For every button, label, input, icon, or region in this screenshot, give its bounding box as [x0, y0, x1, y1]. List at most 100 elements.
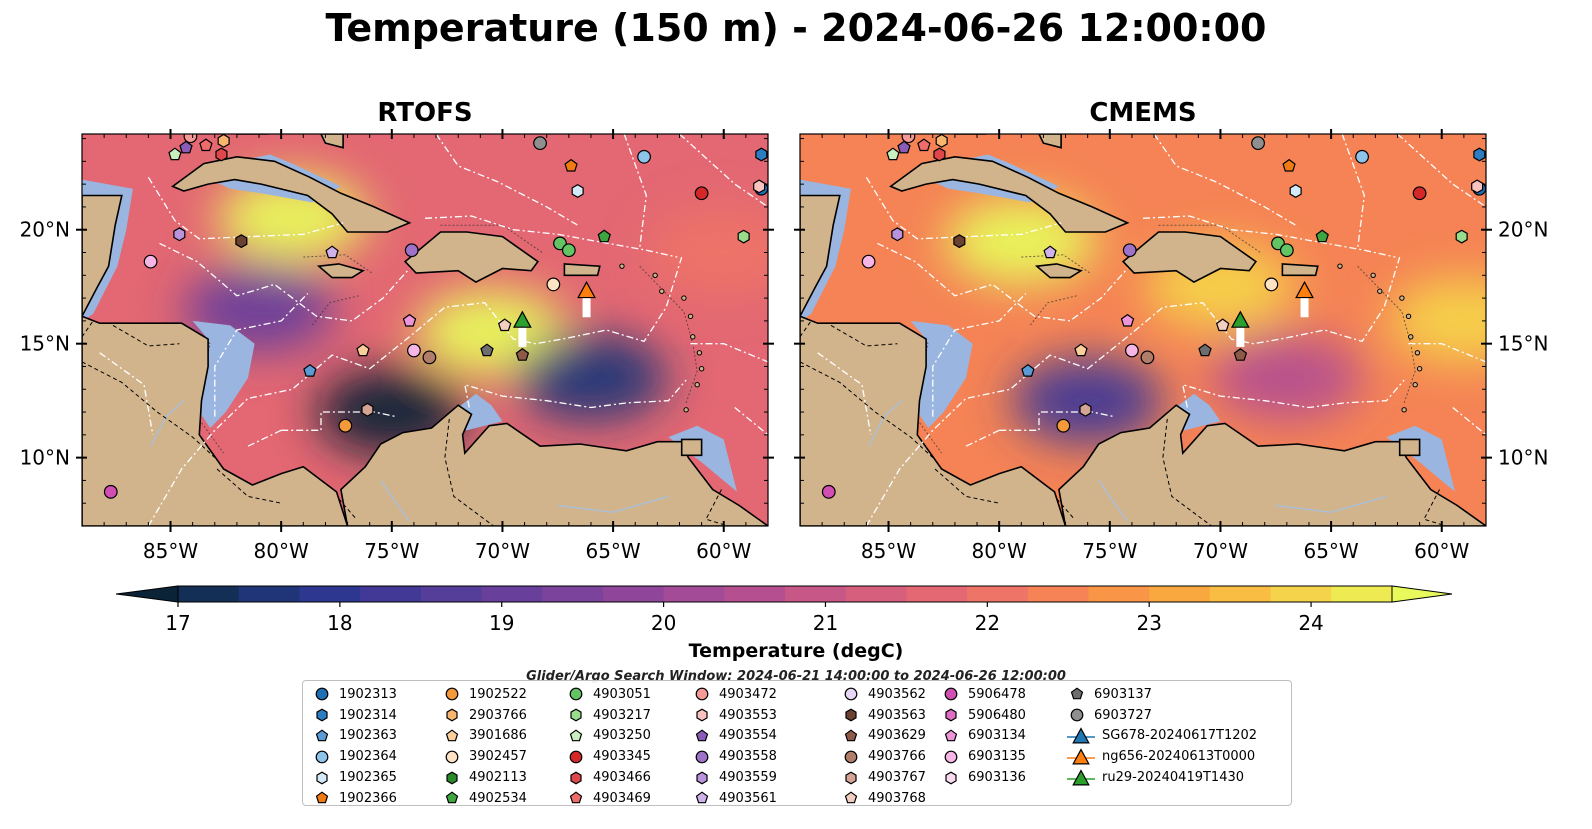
- colorbar-segment: [420, 586, 482, 602]
- island: [690, 334, 696, 340]
- legend-item: 4903766: [840, 746, 926, 767]
- legend-label: 4903767: [868, 770, 926, 786]
- temp-region: [1388, 277, 1486, 364]
- eez-boundary: [424, 215, 678, 258]
- colorbar-tick-label: 18: [327, 611, 352, 635]
- eez-boundary: [281, 411, 397, 431]
- land-bahamasA: [320, 134, 344, 149]
- legend-label: 4903345: [593, 749, 651, 765]
- legend-column: 4903472 4903553 4903554 4903558 4903559 49035…: [691, 684, 777, 809]
- legend-circle-icon: [944, 687, 958, 701]
- legend-label: 1902365: [339, 770, 397, 786]
- island: [659, 288, 665, 294]
- float-marker-4903563: [953, 234, 966, 249]
- float-marker-1902522: [1056, 418, 1071, 433]
- legend-label: 4903472: [719, 686, 777, 702]
- legend-pentagon-icon: [844, 791, 858, 804]
- y-tick-label: 15°N: [1498, 332, 1548, 356]
- legend-glider-icon: [1072, 748, 1090, 765]
- legend-hexagon-icon: [446, 708, 458, 722]
- legend-item: 2903766: [441, 705, 527, 726]
- legend-label: 4903558: [719, 749, 777, 765]
- land-puertoRico: [563, 263, 601, 277]
- y-tick-label: 20°N: [20, 218, 70, 242]
- float-marker-4902534: [597, 229, 611, 243]
- float-marker-4902534: [1315, 229, 1329, 243]
- colorbar-segment: [238, 586, 300, 602]
- river-line: [557, 495, 669, 514]
- colorbar-segment: [1209, 586, 1272, 602]
- legend-circle-icon: [445, 687, 459, 701]
- legend-label: SG678-20240617T1202: [1102, 728, 1258, 744]
- eez-boundary: [623, 134, 647, 249]
- float-marker-1902364: [637, 149, 651, 164]
- legend-label: 4903563: [868, 707, 926, 723]
- legend-label: 4903559: [719, 770, 777, 786]
- island: [1377, 288, 1383, 294]
- land-bahamasA: [1038, 134, 1062, 149]
- float-marker-4903472: [183, 134, 198, 144]
- eez-boundary: [1452, 406, 1486, 436]
- legend-label: ru29-20240419T1430: [1102, 770, 1245, 786]
- land-hispaniola: [1121, 231, 1258, 284]
- land-yucatan: [800, 194, 841, 317]
- legend-pentagon-icon: [695, 729, 709, 742]
- legend-circle-icon: [695, 750, 709, 764]
- isobath-line: [1357, 265, 1416, 404]
- legend-circle-icon: [844, 750, 858, 764]
- legend-label: 5906480: [968, 707, 1026, 723]
- glider-marker-ru29: [1230, 310, 1250, 328]
- legend-item: 4903629: [840, 726, 926, 747]
- island: [1337, 263, 1343, 269]
- x-tick-label: 60°W: [696, 539, 751, 563]
- island: [619, 263, 625, 269]
- legend-item: 4903554: [691, 726, 777, 747]
- legend-item: 1902522: [441, 684, 527, 705]
- float-marker-6903135: [407, 343, 421, 358]
- colorbar-label: Temperature (degC): [688, 640, 904, 662]
- x-tick-label: 85°W: [861, 539, 916, 563]
- temperature-field: [945, 197, 1486, 444]
- legend-label: 4903217: [593, 707, 651, 723]
- legend-label: 4903562: [868, 686, 926, 702]
- float-marker-1902365: [1289, 184, 1302, 198]
- legend-item: 4903051: [565, 684, 651, 705]
- legend-item: 4903562: [840, 684, 926, 705]
- island: [1408, 334, 1414, 340]
- map-frame: [799, 133, 1487, 527]
- legend-circle-icon: [695, 687, 709, 701]
- land-trinidad: [1398, 438, 1421, 457]
- eez-boundary: [734, 406, 768, 436]
- glider-marker-ng656: [577, 280, 596, 299]
- country-border: [1162, 418, 1212, 526]
- legend-hexagon-icon: [845, 771, 857, 785]
- colorbar-segment: [906, 586, 968, 602]
- legend-item: 6903136: [940, 767, 1026, 788]
- legend-circle-icon: [315, 687, 329, 701]
- colorbar-segment: [845, 586, 907, 602]
- float-marker-6903135: [1125, 343, 1139, 358]
- island: [1405, 313, 1412, 320]
- eez-boundary: [877, 242, 1128, 322]
- x-tick-label: 80°W: [254, 539, 309, 563]
- float-marker-4903629: [515, 348, 530, 361]
- float-marker-4903766: [422, 350, 437, 365]
- isobath-line: [639, 265, 698, 404]
- colorbar-segment: [481, 586, 543, 602]
- legend-label: 1902313: [339, 686, 397, 702]
- glider-track: [582, 295, 591, 318]
- river-line: [149, 400, 185, 447]
- float-marker-4903558: [1122, 243, 1137, 258]
- legend-item: 1902364: [311, 746, 397, 767]
- legend-label: 1902314: [339, 707, 397, 723]
- float-marker-3901686: [356, 343, 370, 357]
- colorbar-segment: [724, 586, 786, 602]
- land-jamaica: [316, 263, 365, 279]
- legend-label: 1902522: [469, 686, 527, 702]
- float-marker-6903135: [861, 254, 876, 269]
- colorbar-segment: [178, 586, 240, 602]
- legend-circle-icon: [844, 687, 858, 701]
- float-marker-4903217: [737, 229, 750, 244]
- island: [687, 313, 694, 320]
- x-tick-label: 60°W: [1414, 539, 1469, 563]
